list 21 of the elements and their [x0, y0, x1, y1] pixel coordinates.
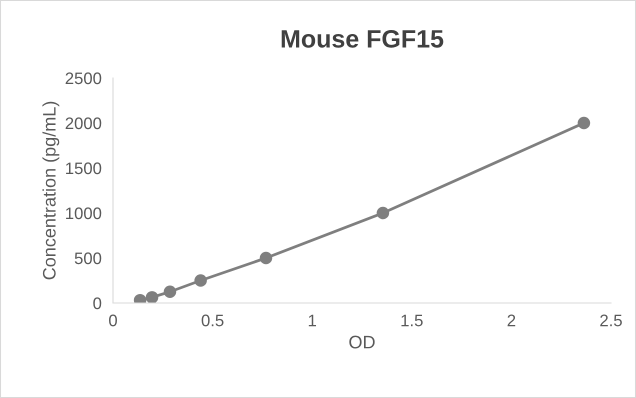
- y-tick-label: 500: [74, 252, 102, 264]
- point: [146, 291, 158, 303]
- y-tick-label: 2000: [66, 117, 102, 130]
- x-tick-label: 1.5: [401, 314, 423, 326]
- point: [194, 274, 207, 287]
- x-axis-title: OD: [349, 336, 375, 348]
- point: [260, 252, 272, 264]
- x-tick-label: 1: [308, 314, 316, 326]
- y-tick-label: 1500: [66, 162, 102, 174]
- y-axis-title: Concentration (pg/mL): [42, 102, 60, 280]
- chart-title: Mouse FGF15: [282, 30, 444, 48]
- x-tick-label: 2.5: [600, 314, 622, 326]
- x-tick-label: 0: [109, 314, 117, 326]
- point: [164, 286, 176, 298]
- x-tick-label: 0.5: [202, 314, 224, 326]
- point: [376, 206, 390, 220]
- y-tick-label: 2500: [66, 72, 102, 84]
- y-tick-label: 0: [93, 297, 102, 310]
- x-tick-label: 2: [508, 314, 516, 326]
- point: [578, 116, 590, 130]
- y-tick-label: 1000: [66, 207, 102, 220]
